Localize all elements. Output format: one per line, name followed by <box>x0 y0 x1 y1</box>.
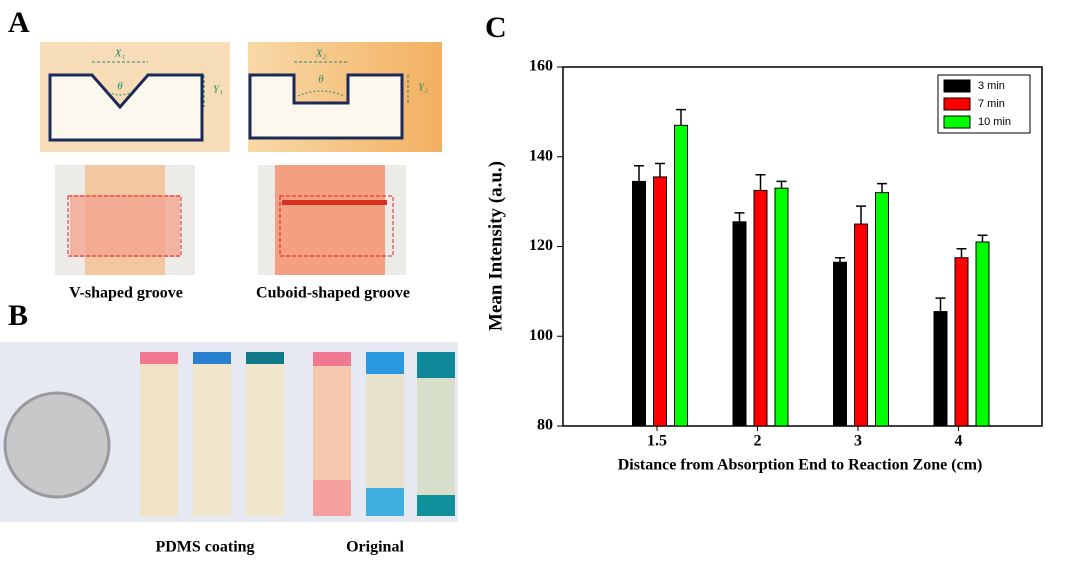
dimension-label: Y₂ <box>418 82 428 94</box>
cuboid-groove-photo <box>258 165 406 275</box>
dimension-label: Y₁ <box>213 84 223 96</box>
legend-swatch <box>943 79 971 93</box>
angle-label: θ <box>117 81 123 93</box>
bar <box>854 223 868 427</box>
strips-photo <box>0 342 458 522</box>
error-bar <box>755 173 766 191</box>
error-bar <box>734 212 745 222</box>
panel-label: A <box>8 6 30 39</box>
bar <box>732 221 747 427</box>
error-bar <box>776 180 787 189</box>
angle-label: θ <box>318 74 324 86</box>
y-tick-label: 120 <box>529 237 553 254</box>
bar <box>632 180 646 427</box>
bar <box>774 187 789 427</box>
cuboid-groove-diagram <box>248 42 442 152</box>
error-bar <box>856 205 866 225</box>
x-tick-label: 1.5 <box>647 433 667 450</box>
error-bar <box>935 297 946 312</box>
caption: V-shaped groove <box>69 285 183 302</box>
bar <box>653 176 667 427</box>
error-bar <box>676 108 686 126</box>
panel-label: B <box>8 299 28 332</box>
error-bar <box>655 162 665 177</box>
error-bar <box>956 247 967 258</box>
dimension-label: X₂ <box>315 48 327 60</box>
caption: Original <box>346 539 404 556</box>
x-tick-label: 4 <box>955 433 963 450</box>
bar <box>933 311 948 427</box>
bar <box>833 261 847 427</box>
chart: 80 100 120 140 160 1.5 2 3 4 3 min 7 min 10 min <box>529 58 1031 450</box>
legend-swatch <box>943 115 971 129</box>
v-groove-photo <box>55 165 195 275</box>
error-bar <box>835 256 845 263</box>
y-tick-label: 100 <box>529 327 553 344</box>
bar <box>674 124 688 427</box>
dimension-label: X₁ <box>114 48 126 60</box>
panel-label: C <box>485 11 507 44</box>
bar <box>875 192 889 427</box>
bar <box>975 241 990 427</box>
v-groove-diagram <box>40 42 230 152</box>
caption: PDMS coating <box>155 539 254 556</box>
caption: Cuboid-shaped groove <box>256 285 410 302</box>
legend-label: 10 min <box>978 116 1011 128</box>
y-tick-label: 80 <box>537 417 553 434</box>
error-bar <box>977 234 988 243</box>
error-bar <box>877 182 887 193</box>
y-tick-label: 160 <box>529 58 553 75</box>
legend-label: 3 min <box>978 80 1005 92</box>
x-tick-label: 3 <box>854 433 862 450</box>
x-tick-label: 2 <box>754 433 762 450</box>
error-bar <box>634 164 644 182</box>
y-tick-label: 140 <box>529 147 553 164</box>
bar <box>753 189 768 427</box>
bar <box>954 257 969 427</box>
legend-swatch <box>943 97 971 111</box>
x-axis-label: Distance from Absorption End to Reaction… <box>618 457 983 474</box>
y-axis-label: Mean Intensity (a.u.) <box>485 161 506 331</box>
legend-label: 7 min <box>978 98 1005 110</box>
